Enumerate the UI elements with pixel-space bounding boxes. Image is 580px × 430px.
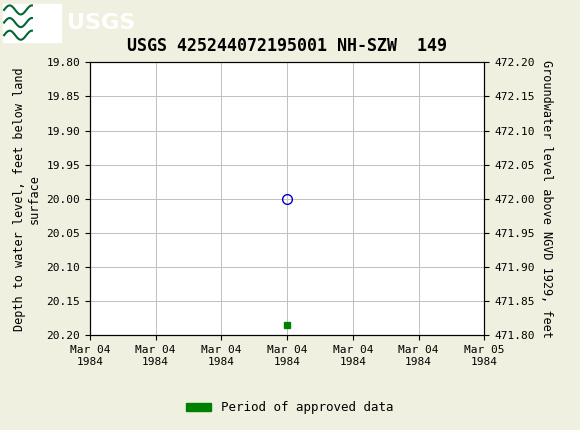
Y-axis label: Depth to water level, feet below land
surface: Depth to water level, feet below land su… [13, 67, 41, 331]
Y-axis label: Groundwater level above NGVD 1929, feet: Groundwater level above NGVD 1929, feet [540, 60, 553, 338]
Text: USGS: USGS [67, 12, 135, 33]
FancyBboxPatch shape [3, 3, 61, 42]
Title: USGS 425244072195001 NH-SZW  149: USGS 425244072195001 NH-SZW 149 [127, 37, 447, 55]
Legend: Period of approved data: Period of approved data [181, 396, 399, 419]
